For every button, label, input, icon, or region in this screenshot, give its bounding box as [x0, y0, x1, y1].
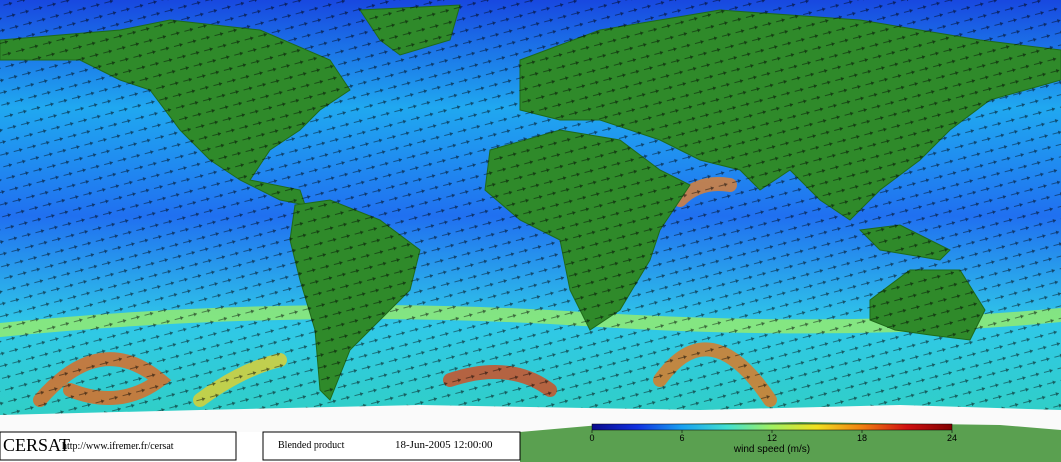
colorbar: wind speed (m/s) 0 6 12 18 24: [589, 423, 957, 455]
brand-box: [0, 431, 237, 461]
colorbar-tick-label: 0: [589, 433, 594, 443]
colorbar-tick-label: 6: [679, 433, 684, 443]
colorbar-ramp: [591, 423, 953, 431]
antarctica-relief: [520, 422, 1061, 462]
url[interactable]: http://www.ifremer.fr/cersat: [62, 441, 174, 452]
product-box: [262, 431, 521, 461]
colorbar-tick-label: 24: [947, 433, 957, 443]
wind-vectors: [0, 0, 1061, 432]
date: 18-Jun-2005 12:00:00: [395, 439, 493, 451]
brand: CERSAT: [3, 435, 70, 455]
colorbar-label: wind speed (m/s): [733, 444, 810, 455]
colorbar-tick-label: 18: [857, 433, 867, 443]
product: Blended product: [278, 440, 345, 451]
colorbar-tick-label: 12: [767, 433, 777, 443]
